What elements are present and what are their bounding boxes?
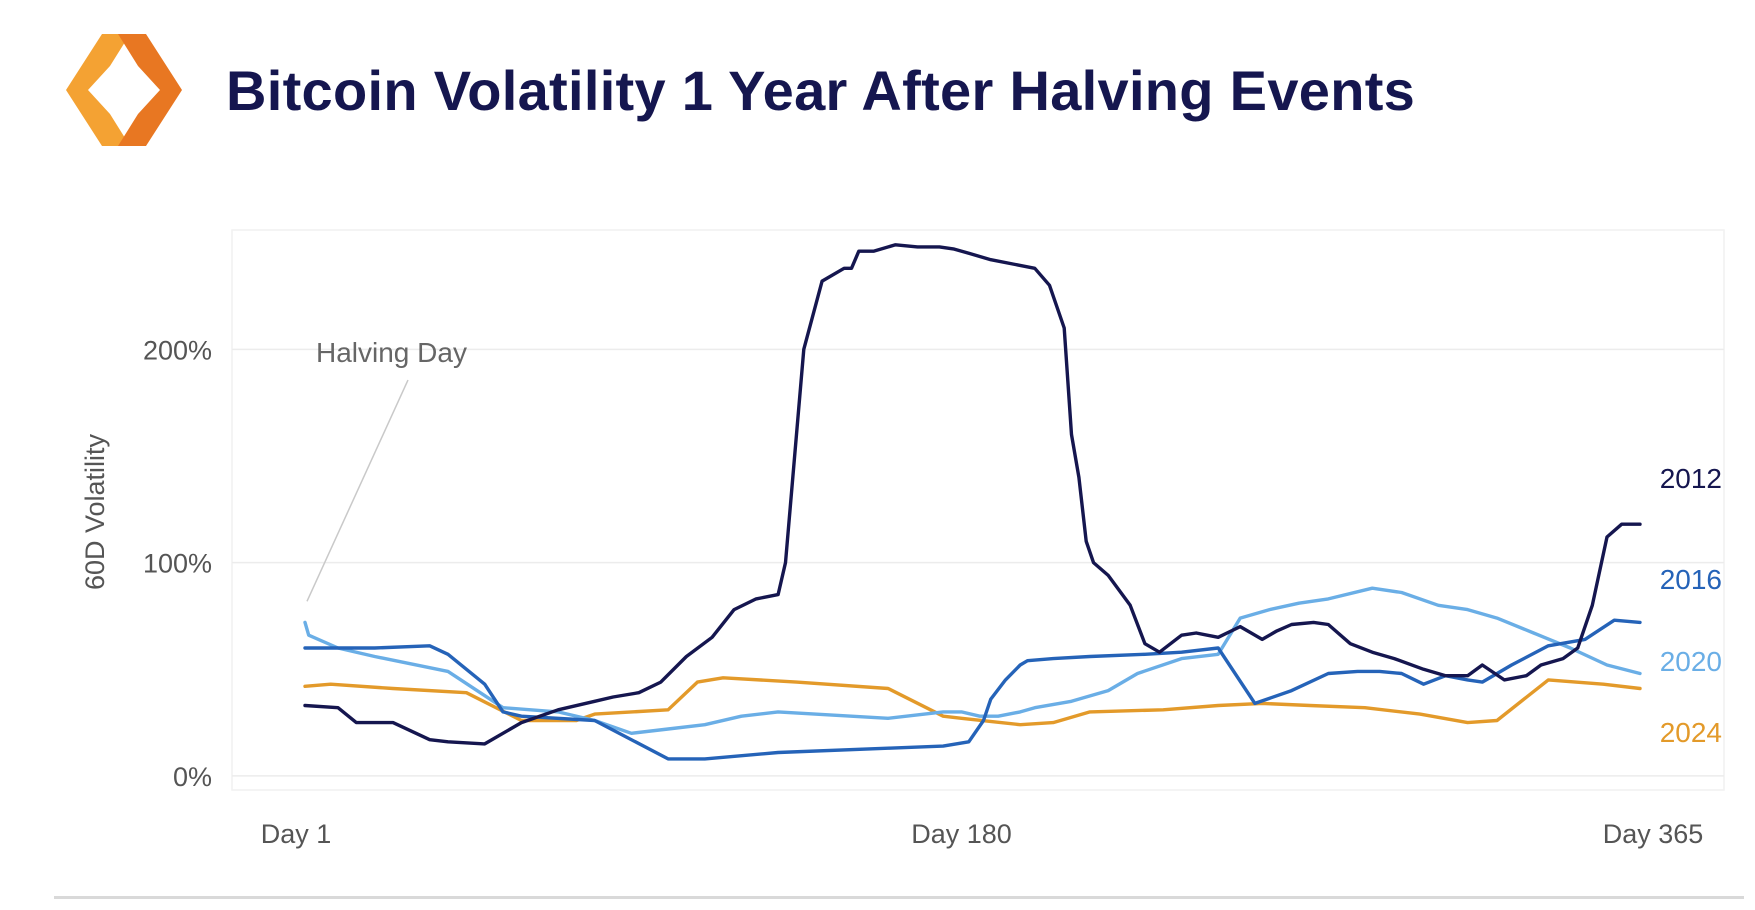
y-axis-title: 60D Volatility xyxy=(80,433,110,590)
series-line-2020 xyxy=(303,586,1642,735)
x-tick-label: Day 180 xyxy=(911,819,1012,849)
series-line-2012 xyxy=(303,243,1642,746)
series-line-2024 xyxy=(303,676,1642,727)
hexagon-brackets-logo-icon xyxy=(66,34,182,146)
x-tick-label: Day 1 xyxy=(261,819,332,849)
series-label-2012: 2012 xyxy=(1660,463,1722,494)
series-label-2016: 2016 xyxy=(1660,564,1722,595)
x-tick-label: Day 365 xyxy=(1603,819,1704,849)
header: Bitcoin Volatility 1 Year After Halving … xyxy=(0,0,1755,180)
series-label-2020: 2020 xyxy=(1660,646,1722,677)
page-title: Bitcoin Volatility 1 Year After Halving … xyxy=(226,59,1416,122)
annotation-label: Halving Day xyxy=(316,337,467,368)
y-tick-label: 0% xyxy=(173,762,212,792)
series-line-2016 xyxy=(303,618,1642,761)
footer-divider xyxy=(54,896,1744,899)
series-label-2024: 2024 xyxy=(1660,717,1722,748)
y-tick-label: 100% xyxy=(143,549,212,579)
plot-frame xyxy=(231,229,1725,791)
y-tick-label: 200% xyxy=(143,335,212,365)
annotation-leader-line xyxy=(306,379,409,602)
